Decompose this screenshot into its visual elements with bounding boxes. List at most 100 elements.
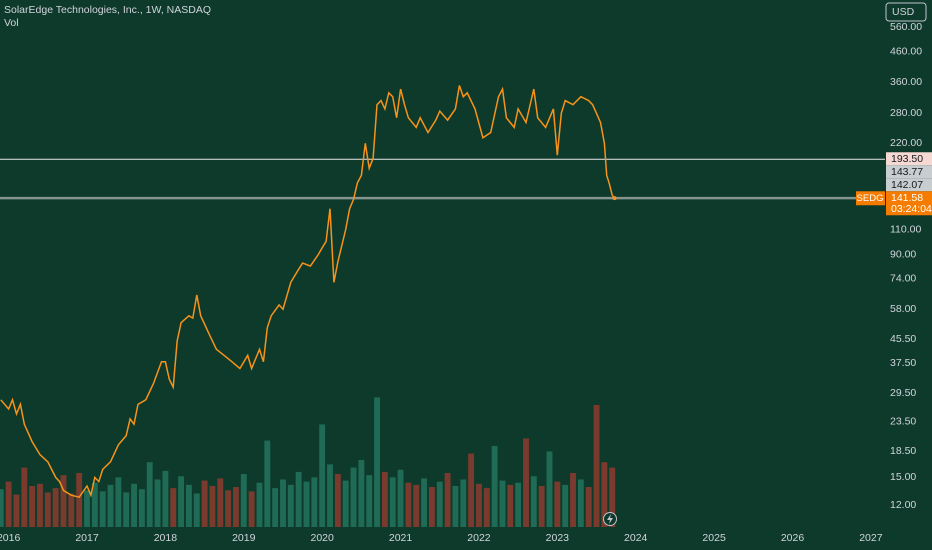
volume-bar (554, 481, 561, 527)
currency-button[interactable] (885, 2, 927, 22)
y-tick-label: 45.50 (890, 333, 916, 345)
volume-bar (523, 438, 529, 527)
x-tick-label: 2019 (232, 532, 256, 544)
volume-bar (115, 477, 122, 527)
volume-bar (601, 462, 608, 527)
volume-bar (483, 488, 490, 527)
price-layer (0, 85, 885, 499)
volume-bar (146, 462, 153, 527)
x-tick-label: 2017 (75, 532, 99, 544)
y-tick-label: 560.00 (890, 21, 922, 33)
volume-bar (256, 482, 263, 527)
volume-bar (428, 487, 435, 527)
volume-bar (397, 469, 404, 527)
y-tick-label: 360.00 (890, 76, 922, 88)
last-label-box (886, 191, 932, 216)
x-tick-label: 2026 (781, 532, 805, 544)
volume-bar (593, 404, 600, 527)
volume-bar (201, 480, 208, 527)
volume-bar (421, 478, 428, 527)
volume-bar (44, 492, 51, 527)
x-tick-label: 2018 (154, 532, 178, 544)
countdown: 03:24:04 (891, 203, 932, 215)
volume-bar (193, 493, 200, 527)
volume-bar (21, 467, 28, 527)
volume-bar (334, 474, 341, 527)
volume-bar (272, 488, 279, 527)
volume-bar (562, 484, 569, 527)
volume-bar (29, 485, 36, 527)
volume-bar (491, 446, 498, 527)
volume-bar (68, 493, 75, 527)
y-tick-label: 23.50 (890, 415, 916, 427)
volume-bar (444, 473, 451, 527)
level-label-box (886, 152, 932, 166)
volume-title: Vol (4, 17, 19, 29)
volume-bar (5, 481, 12, 527)
volume-bar (123, 492, 130, 527)
volume-bar (319, 424, 326, 527)
volume-bar (327, 464, 333, 527)
volume-bar (240, 474, 247, 527)
volume-bar (162, 470, 169, 527)
volume-bar (311, 477, 318, 527)
volume-bar (405, 482, 412, 527)
volume-bar (303, 481, 310, 527)
volume-bar (507, 484, 514, 527)
volume-bar (577, 479, 584, 527)
volume-bar (0, 489, 4, 527)
volume-bar (185, 484, 192, 527)
x-tick-label: 2025 (702, 532, 726, 544)
volume-bar (452, 485, 459, 527)
volume-bar (60, 475, 67, 527)
marker-label-box (886, 165, 932, 179)
currency[interactable]: USD (892, 6, 915, 18)
level-label: 193.50 (891, 153, 923, 165)
volume-bar (570, 473, 576, 527)
volume-bar (131, 483, 137, 527)
volume-bar (381, 471, 388, 527)
y-tick-label: 12.00 (890, 499, 916, 511)
y-tick-label: 460.00 (890, 45, 922, 57)
x-tick-label: 2022 (467, 532, 491, 544)
volume-bar (389, 477, 396, 527)
volume-bar (295, 471, 302, 527)
x-tick-label: 2020 (310, 532, 334, 544)
volume-bar (530, 476, 537, 527)
volume-bar (248, 491, 255, 527)
volume-bar (37, 483, 43, 527)
x-tick-label: 2021 (389, 532, 413, 544)
volume-bar (76, 473, 83, 527)
volume-bar (280, 479, 286, 527)
volume-bar (225, 490, 232, 527)
volume-bar (546, 451, 553, 527)
chart-title: SolarEdge Technologies, Inc., 1W, NASDAQ (4, 4, 211, 16)
volume-bar (460, 479, 467, 527)
marker-label-box (886, 178, 932, 192)
volume-bar (107, 484, 114, 527)
volume-bar (178, 476, 185, 527)
price-line (0, 85, 616, 499)
y-tick-label: 280.00 (890, 107, 922, 119)
volume-bar (52, 488, 59, 527)
y-tick-label: 37.50 (890, 357, 916, 369)
volume-bar (499, 480, 506, 527)
last-point (612, 196, 617, 201)
y-tick-label: 220.00 (890, 137, 922, 149)
volume-bar (13, 494, 20, 527)
marker-label: 143.77 (891, 166, 923, 178)
last-label: 141.58 (891, 192, 923, 204)
volume-bar (138, 489, 145, 527)
symbol-box (856, 191, 885, 206)
volume-bar (170, 488, 177, 527)
volume-bar (538, 485, 545, 527)
volume-bar (413, 484, 420, 527)
event-icon-bolt[interactable] (607, 514, 613, 524)
x-tick-label: 2023 (546, 532, 570, 544)
volume-bar (366, 475, 373, 527)
volume-bar (154, 479, 161, 527)
marker-label: 142.07 (891, 179, 923, 191)
symbol-label: SEDG (857, 193, 884, 204)
